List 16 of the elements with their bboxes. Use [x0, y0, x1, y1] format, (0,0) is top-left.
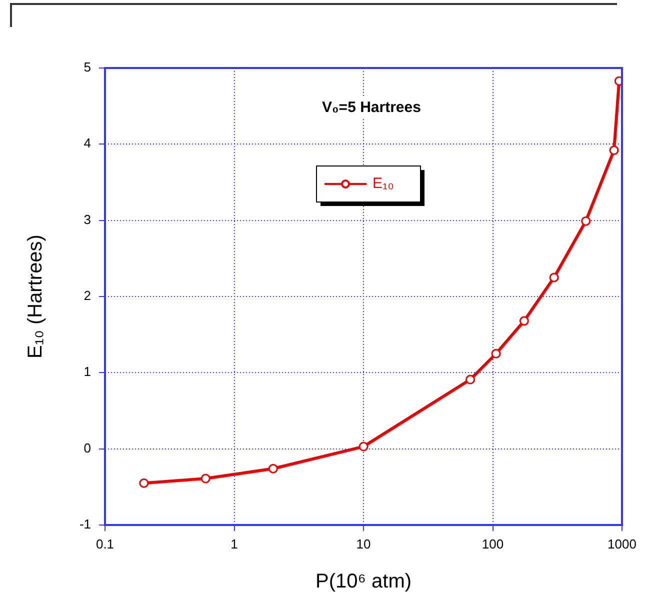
legend-label: E₁₀ — [372, 175, 394, 192]
annotation: V₀=5 Hartrees — [322, 99, 421, 116]
y-tick-label: -1 — [79, 516, 91, 532]
y-tick-label: 1 — [84, 364, 91, 380]
x-tick-label: 100 — [482, 536, 504, 552]
y-tick-label: 4 — [84, 136, 91, 151]
y-tick-label: 2 — [84, 288, 91, 304]
x-axis-title: P(10⁶ atm) — [315, 570, 412, 593]
x-tick-label: 1000 — [608, 536, 636, 552]
x-tick-label: 1 — [230, 536, 238, 552]
x-tick-label: 10 — [356, 536, 371, 552]
y-axis-title: E₁₀ (Hartrees) — [24, 234, 47, 358]
y-tick-label: 3 — [84, 212, 91, 227]
y-tick-label: 0 — [84, 440, 91, 456]
y-tick-label: 5 — [84, 60, 91, 75]
x-tick-label: 0.1 — [96, 536, 114, 552]
